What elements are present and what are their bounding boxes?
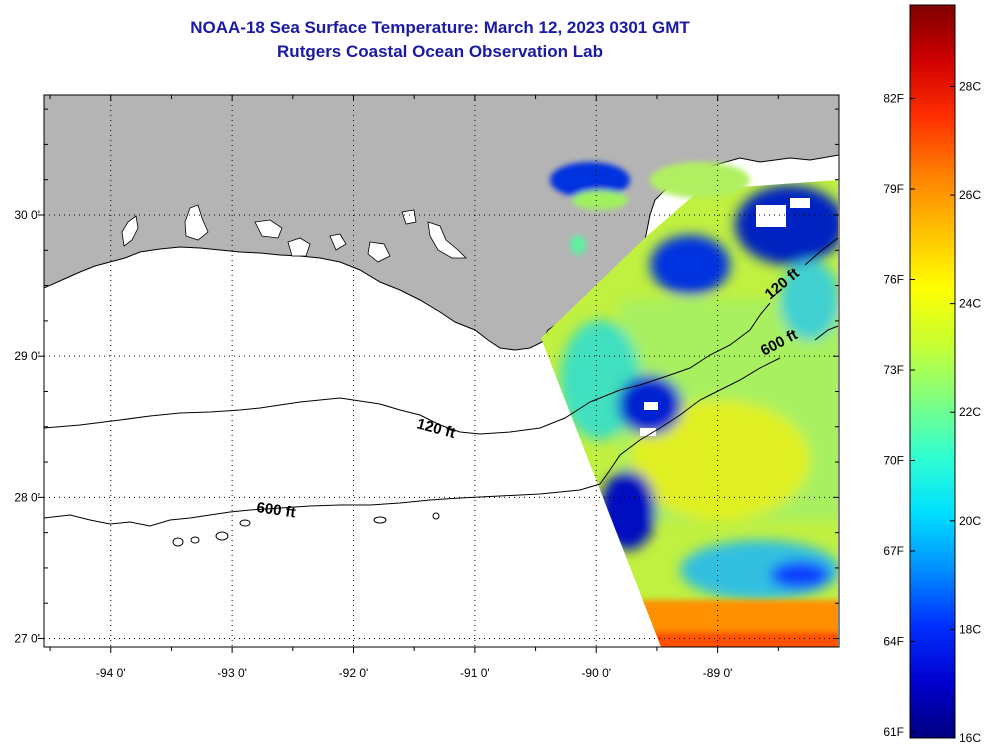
colorbar-c-label: 16C (959, 731, 981, 745)
patch-north-blue (550, 162, 630, 198)
swath-blue-ne (735, 185, 838, 265)
cloud-gap (644, 402, 658, 410)
swath-blue-delta (650, 235, 730, 295)
colorbar-ticks (910, 85, 955, 739)
cloud-gap (640, 428, 656, 436)
map-grid (44, 95, 839, 647)
seafloor-blob (172, 537, 184, 547)
colorbar-f-label: 67F (883, 544, 904, 558)
latitude-labels: 30 0' 29 0' 28 0' 27 0' (14, 208, 40, 646)
seafloor-blob (432, 512, 440, 520)
lon-label: -91 0' (460, 666, 490, 680)
sst-inland-patches (550, 162, 750, 255)
colorbar (909, 4, 956, 739)
cloud-gap (756, 205, 786, 227)
colorbar-c-label: 28C (959, 79, 981, 93)
lake-salvador (401, 209, 417, 225)
lon-label: -89 0' (703, 666, 733, 680)
colorbar-c-label: 18C (959, 622, 981, 636)
colorbar-c-label: 24C (959, 297, 981, 311)
seafloor-blob (190, 536, 200, 544)
patch-lake-small (570, 235, 586, 255)
lake-grand (184, 204, 209, 241)
map-subtitle: Rutgers Coastal Ocean Observation Lab (277, 42, 603, 61)
patch-north-east (650, 162, 750, 198)
contour-label-600ft-west: 600 ft (255, 499, 296, 521)
lon-label: -90 0' (581, 666, 611, 680)
lake-verret (287, 237, 311, 257)
lat-label: 28 0' (14, 490, 40, 504)
lake-atchafalaya (329, 233, 347, 251)
lake-barataria (427, 221, 467, 259)
seafloor-blob (373, 516, 387, 524)
lon-label: -92 0' (339, 666, 369, 680)
lon-label: -93 0' (217, 666, 247, 680)
lake-white (254, 219, 283, 239)
colorbar-f-label: 79F (883, 182, 904, 196)
swath-cyan-ne (780, 260, 838, 340)
colorbar-f-label: 76F (883, 272, 904, 286)
colorbar-f-label: 70F (883, 453, 904, 467)
contour-600ft-east (599, 357, 781, 485)
colorbar-c-label: 20C (959, 514, 981, 528)
contour-600ft-west (44, 483, 601, 527)
map-ticks (38, 95, 839, 653)
lake-calcasieu (121, 215, 139, 247)
swath-blue-south (770, 561, 830, 589)
lake-terrebonne (367, 241, 391, 263)
contour-600ft-ne (814, 325, 839, 341)
colorbar-c-label: 26C (959, 188, 981, 202)
colorbar-celsius-labels: 28C 26C 24C 22C 20C 18C 16C (959, 79, 981, 745)
colorbar-f-label: 64F (883, 634, 904, 648)
map-frame (43, 94, 840, 648)
inland-lakes (121, 204, 467, 263)
contour-120ft-east (589, 302, 771, 403)
lat-label: 30 0' (14, 208, 40, 222)
swath-red-strip (650, 632, 838, 647)
seafloor-blobs (172, 512, 440, 547)
swath-orange (620, 600, 838, 647)
contour-120ft-ne (804, 237, 839, 266)
contour-120ft-west (44, 397, 591, 435)
map-title: NOAA-18 Sea Surface Temperature: March 1… (190, 18, 690, 37)
colorbar-f-label: 82F (883, 92, 904, 106)
cloud-gap (790, 198, 810, 208)
seafloor-blob (239, 519, 251, 527)
lon-label: -94 0' (96, 666, 126, 680)
colorbar-fahrenheit-labels: 82F 79F 76F 73F 70F 67F 64F 61F (883, 92, 904, 739)
seafloor-blob (215, 531, 229, 541)
colorbar-f-label: 61F (883, 725, 904, 739)
colorbar-f-label: 73F (883, 363, 904, 377)
swath-band-yellow (630, 400, 810, 520)
lat-label: 27 0' (14, 632, 40, 646)
colorbar-c-label: 22C (959, 405, 981, 419)
swath-cloud-gaps (640, 198, 810, 436)
bathymetry-contours (44, 237, 839, 547)
patch-north-green (572, 190, 628, 210)
lat-label: 29 0' (14, 349, 40, 363)
longitude-labels: -94 0' -93 0' -92 0' -91 0' -90 0' -89 0' (96, 666, 733, 680)
